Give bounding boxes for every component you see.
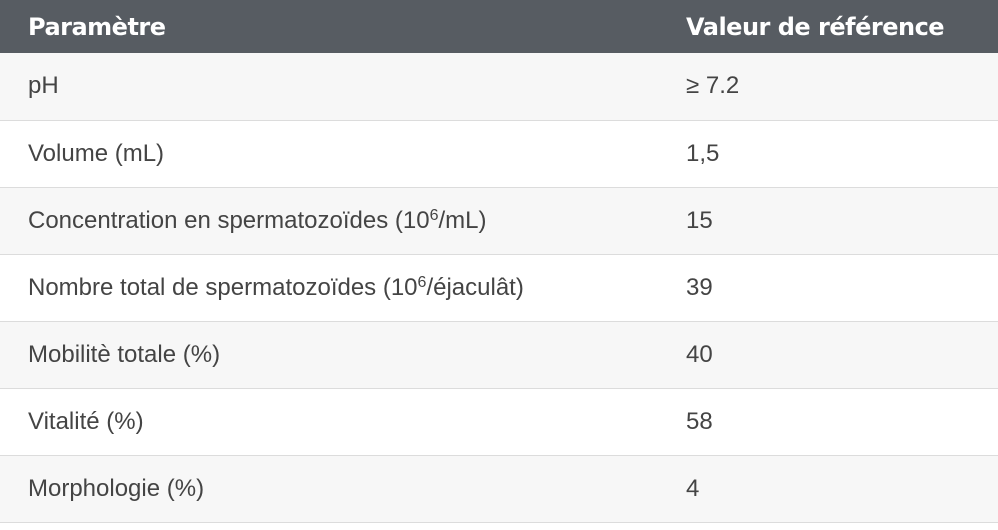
exponent: 6: [417, 273, 427, 291]
param-text: Concentration en spermatozoïdes (10: [28, 206, 430, 234]
row-value: 4: [658, 455, 998, 523]
table-header-row: Paramètre Valeur de référence: [0, 0, 998, 53]
row-value: 58: [658, 388, 998, 456]
row-parameter: Volume (mL): [0, 120, 658, 188]
row-value: 40: [658, 321, 998, 389]
table-row: Concentration en spermatozoïdes (106/mL)…: [0, 187, 998, 255]
param-unit: /mL): [438, 206, 487, 234]
header-reference-value: Valeur de référence: [686, 12, 945, 41]
param-unit: /éjaculât): [426, 273, 524, 301]
row-parameter: pH: [0, 53, 658, 121]
row-parameter: Nombre total de spermatozoïdes (106/éjac…: [0, 254, 658, 322]
row-parameter: Morphologie (%): [0, 455, 658, 523]
table-row: pH ≥ 7.2: [0, 53, 998, 121]
table-row: Nombre total de spermatozoïdes (106/éjac…: [0, 254, 998, 322]
exponent: 6: [429, 206, 439, 224]
row-parameter: Vitalité (%): [0, 388, 658, 456]
header-parameter: Paramètre: [28, 12, 166, 41]
row-parameter: Concentration en spermatozoïdes (106/mL): [0, 187, 658, 255]
row-value: 15: [658, 187, 998, 255]
table-row: Mobilitè totale (%) 40: [0, 321, 998, 389]
table-row: Morphologie (%) 4: [0, 455, 998, 523]
param-text: Nombre total de spermatozoïdes (10: [28, 273, 418, 301]
table-row: Volume (mL) 1,5: [0, 120, 998, 188]
table-row: Vitalité (%) 58: [0, 388, 998, 456]
row-value: ≥ 7.2: [658, 53, 998, 121]
row-value: 1,5: [658, 120, 998, 188]
row-value: 39: [658, 254, 998, 322]
row-parameter: Mobilitè totale (%): [0, 321, 658, 389]
